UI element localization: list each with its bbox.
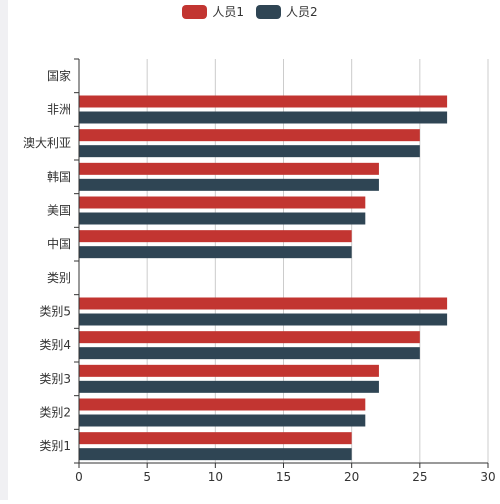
y-tick-label-8: 美国 xyxy=(47,204,71,218)
bar-series-1-8[interactable] xyxy=(79,196,366,209)
bar-series-1-4[interactable] xyxy=(79,331,420,344)
bar-series-2-1[interactable] xyxy=(79,448,352,461)
y-tick-label-6: 类别 xyxy=(47,271,71,285)
bar-series-1-9[interactable] xyxy=(79,162,379,175)
y-tick-label-2: 类别2 xyxy=(39,406,71,420)
x-tick-label-1: 5 xyxy=(143,470,151,484)
bar-series-2-8[interactable] xyxy=(79,212,366,225)
bar-series-1-11[interactable] xyxy=(79,95,448,108)
x-tick-label-2: 10 xyxy=(208,470,223,484)
bar-series-1-10[interactable] xyxy=(79,129,420,142)
y-tick-label-3: 类别3 xyxy=(39,372,71,386)
y-tick-label-11: 非洲 xyxy=(47,103,71,117)
bar-series-2-7[interactable] xyxy=(79,246,352,259)
y-tick-label-5: 类别5 xyxy=(39,305,71,319)
bar-series-2-5[interactable] xyxy=(79,313,448,326)
bar-series-2-11[interactable] xyxy=(79,111,448,124)
bar-series-1-2[interactable] xyxy=(79,398,366,411)
bar-series-2-3[interactable] xyxy=(79,380,379,393)
x-tick-label-0: 0 xyxy=(75,470,83,484)
y-tick-label-1: 类别1 xyxy=(39,439,71,453)
bar-series-1-1[interactable] xyxy=(79,432,352,445)
bar-series-1-5[interactable] xyxy=(79,297,448,310)
legend: 人员1 人员2 xyxy=(0,3,500,20)
x-tick-label-4: 20 xyxy=(344,470,359,484)
bar-series-2-10[interactable] xyxy=(79,145,420,158)
legend-item-series-2[interactable]: 人员2 xyxy=(256,3,318,20)
y-tick-label-9: 韩国 xyxy=(47,169,71,184)
legend-swatch-series-2 xyxy=(256,4,281,19)
y-tick-label-12: 国家 xyxy=(47,68,71,83)
legend-swatch-series-1 xyxy=(182,4,208,19)
bar-series-2-2[interactable] xyxy=(79,414,366,427)
bar-series-2-4[interactable] xyxy=(79,347,420,360)
x-tick-label-6: 30 xyxy=(480,470,495,484)
bar-series-1-3[interactable] xyxy=(79,364,379,377)
x-tick-label-3: 15 xyxy=(276,470,291,484)
bar-series-2-9[interactable] xyxy=(79,178,379,191)
bar-series-1-7[interactable] xyxy=(79,230,352,243)
y-tick-label-4: 类别4 xyxy=(39,338,71,352)
legend-label-series-1: 人员1 xyxy=(212,5,244,19)
page-left-strip xyxy=(0,0,8,500)
y-tick-label-7: 中国 xyxy=(47,236,71,251)
y-tick-label-10: 澳大利亚 xyxy=(23,136,71,150)
legend-label-series-2: 人员2 xyxy=(286,5,318,19)
x-tick-label-5: 25 xyxy=(412,470,427,484)
legend-item-series-1[interactable]: 人员1 xyxy=(182,3,244,20)
